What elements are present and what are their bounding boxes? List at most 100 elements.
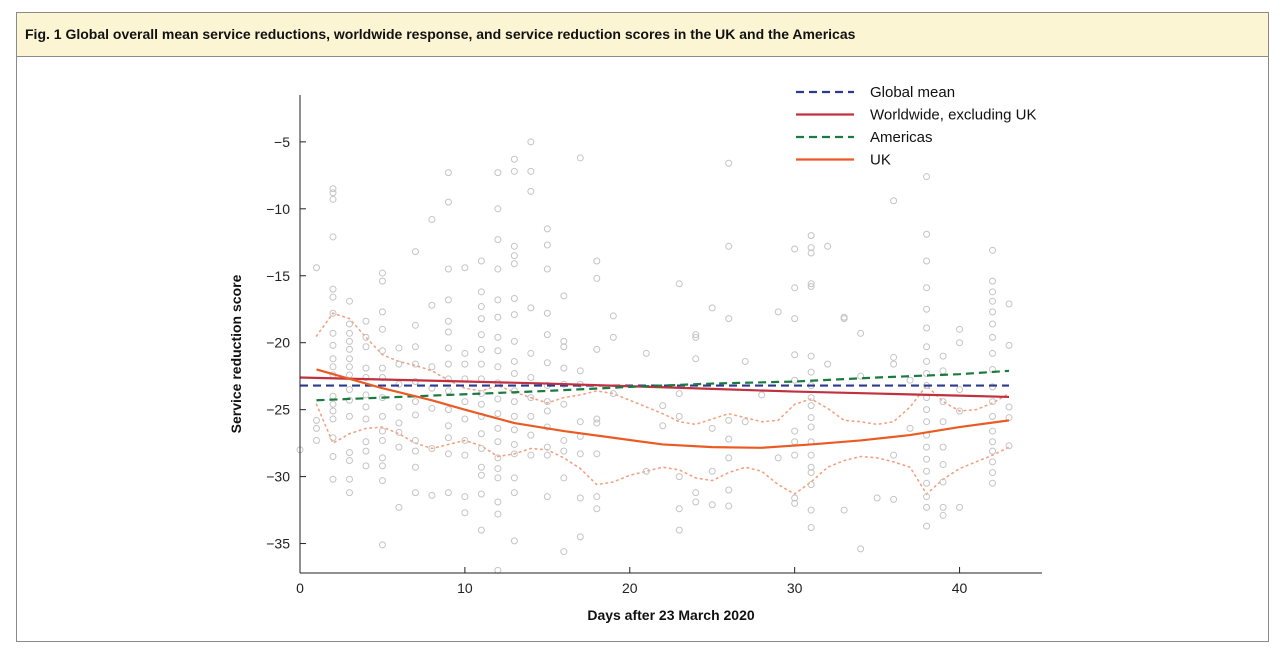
scatter-point [510, 337, 518, 345]
scatter-point [510, 537, 518, 545]
scatter-point [411, 398, 419, 406]
confidence-band-layer [315, 312, 1010, 496]
scatter-point [494, 236, 502, 244]
scatter-point [939, 511, 947, 519]
scatter-point [576, 533, 584, 541]
scatter-point [329, 329, 337, 337]
scatter-point [510, 440, 518, 448]
x-tick-label: 40 [952, 580, 968, 596]
scatter-point [807, 402, 815, 410]
scatter-point [725, 315, 733, 323]
scatter-point [362, 438, 370, 446]
scatter-point [411, 489, 419, 497]
scatter-point [675, 526, 683, 534]
legend-label-uk: UK [870, 152, 891, 169]
scatter-point [378, 308, 386, 316]
scatter-point [791, 376, 799, 384]
scatter-point [444, 360, 452, 368]
scatter-point [378, 462, 386, 470]
scatter-point [807, 469, 815, 477]
scatter-point [477, 400, 485, 408]
scatter-point [378, 325, 386, 333]
scatter-point [444, 328, 452, 336]
scatter-point [494, 454, 502, 462]
scatter-point [890, 360, 898, 368]
scatter-point [642, 467, 650, 475]
scatter-point [725, 435, 733, 443]
scatter-point [444, 169, 452, 177]
scatter-point [807, 394, 815, 402]
scatter-point [461, 349, 469, 357]
scatter-point [444, 344, 452, 352]
scatter-point [477, 430, 485, 438]
scatter-point [362, 403, 370, 411]
scatter-point [890, 495, 898, 503]
scatter-point [444, 406, 452, 414]
scatter-point [560, 364, 568, 372]
scatter-point [494, 205, 502, 213]
scatter-point [494, 169, 502, 177]
scatter-point [510, 167, 518, 175]
scatter-point [840, 506, 848, 514]
scatter-point [708, 501, 716, 509]
scatter-point [477, 360, 485, 368]
scatter-point [494, 566, 502, 574]
scatter-point [923, 343, 931, 351]
scatter-point [659, 402, 667, 410]
scatter-point [543, 407, 551, 415]
scatter-point [609, 333, 617, 341]
scatter-point [890, 451, 898, 459]
scatter-point [807, 232, 815, 240]
scatter-point [708, 467, 716, 475]
scatter-point [807, 244, 815, 252]
scatter-point [807, 451, 815, 459]
scatter-point [923, 369, 931, 377]
scatter-point [593, 274, 601, 282]
scatter-point [312, 416, 320, 424]
scatter-point [527, 394, 535, 402]
scatter-point [725, 242, 733, 250]
scatter-point [411, 447, 419, 455]
y-tick-label: −15 [266, 268, 290, 284]
scatter-point [956, 503, 964, 511]
scatter-point [411, 436, 419, 444]
scatter-point [956, 325, 964, 333]
scatter-point [659, 422, 667, 430]
scatter-point [593, 257, 601, 265]
scatter-point [494, 363, 502, 371]
scatter-point [923, 443, 931, 451]
scatter-point [609, 312, 617, 320]
y-axis-label: Service reduction score [228, 274, 244, 433]
scatter-point [527, 431, 535, 439]
scatter-point [593, 345, 601, 353]
scatter-point [395, 380, 403, 388]
scatter-point [807, 249, 815, 257]
ticks-layer: 0 10 20 30 40 −5 −10 −15 −20 −25 −30 −35 [266, 134, 967, 596]
scatter-point [989, 277, 997, 285]
scatter-point [378, 277, 386, 285]
scatter-point [939, 367, 947, 375]
scatter-point [329, 434, 337, 442]
scatter-point [510, 357, 518, 365]
scatter-point [675, 505, 683, 513]
scatter-point [494, 410, 502, 418]
scatter-point [593, 493, 601, 501]
scatter-point [477, 257, 485, 265]
scatter-point [923, 230, 931, 238]
scatter-point [923, 284, 931, 292]
scatter-point [494, 465, 502, 473]
scatter-point [494, 265, 502, 273]
scatter-point [345, 412, 353, 420]
scatter-point [362, 343, 370, 351]
scatter-point [362, 317, 370, 325]
y-tick-label: −35 [266, 536, 290, 552]
scatter-point [461, 264, 469, 272]
scatter-point [725, 502, 733, 510]
scatter-point [560, 474, 568, 482]
scatter-point [1005, 442, 1013, 450]
scatter-point [807, 481, 815, 489]
scatter-point [362, 333, 370, 341]
scatter-point [989, 427, 997, 435]
scatter-point [675, 390, 683, 398]
scatter-point [791, 499, 799, 507]
